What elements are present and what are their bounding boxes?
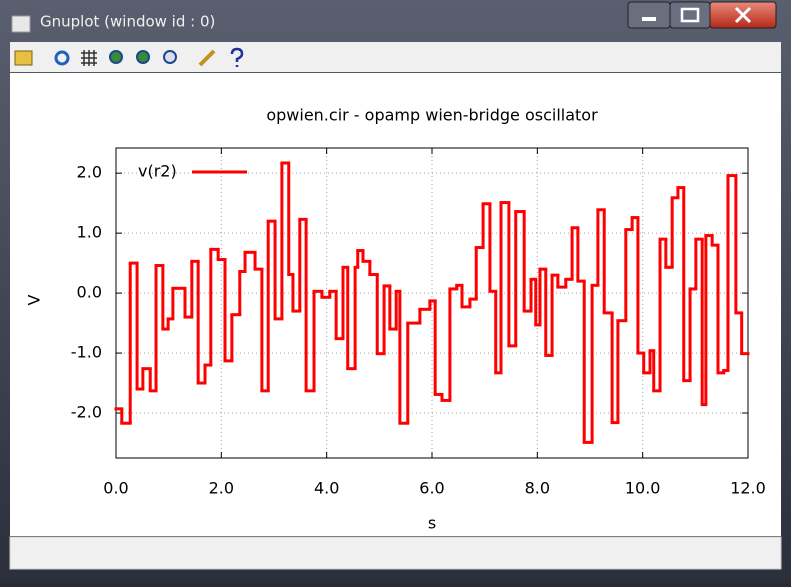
maximize-button[interactable]: [669, 1, 711, 29]
zoom-next-button[interactable]: [136, 50, 150, 64]
y-tick-label: 2.0: [77, 163, 102, 182]
toolbar-icons: [14, 47, 244, 67]
app-icon: [11, 15, 31, 33]
toolbar: [10, 42, 781, 72]
legend-label: v(r2): [138, 162, 177, 181]
replot-button[interactable]: [54, 50, 70, 66]
minimize-icon: [642, 17, 656, 21]
axes-box: [115, 147, 749, 459]
plot: -2.0 -1.0 0.0 1.0 2.0 0.0 2.0 4.0 6.0 8.0 10.0 12.0…: [71, 147, 766, 498]
x-tick-label: 0.0: [103, 479, 128, 498]
options-button[interactable]: [198, 49, 216, 67]
y-tick-label: -2.0: [71, 403, 102, 422]
x-axis-label: s: [428, 514, 436, 533]
zoom-prev-button[interactable]: [109, 50, 123, 64]
x-tick-label: 4.0: [314, 479, 339, 498]
autoscale-button[interactable]: [163, 50, 177, 64]
y-axis-label: V: [25, 294, 44, 305]
close-icon: [734, 6, 752, 24]
x-tick-label: 12.0: [730, 479, 766, 498]
x-tick-label: 10.0: [625, 479, 661, 498]
help-button[interactable]: [230, 47, 244, 67]
y-tick-label: 1.0: [77, 223, 102, 242]
step-riser: [120, 162, 744, 443]
chart-title: opwien.cir - opamp wien-bridge oscillato…: [266, 106, 598, 125]
grid-button[interactable]: [81, 50, 97, 66]
y-tick-label: -1.0: [71, 343, 102, 362]
copy-button[interactable]: [14, 50, 33, 66]
x-tick-label: 8.0: [525, 479, 550, 498]
x-tick-label: 6.0: [419, 479, 444, 498]
status-bar: [9, 536, 782, 570]
y-tick-label: 0.0: [77, 283, 102, 302]
x-tick-label: 2.0: [209, 479, 234, 498]
window-title: Gnuplot (window id : 0): [40, 13, 215, 31]
maximize-icon: [680, 7, 700, 23]
minimize-button[interactable]: [627, 1, 671, 29]
